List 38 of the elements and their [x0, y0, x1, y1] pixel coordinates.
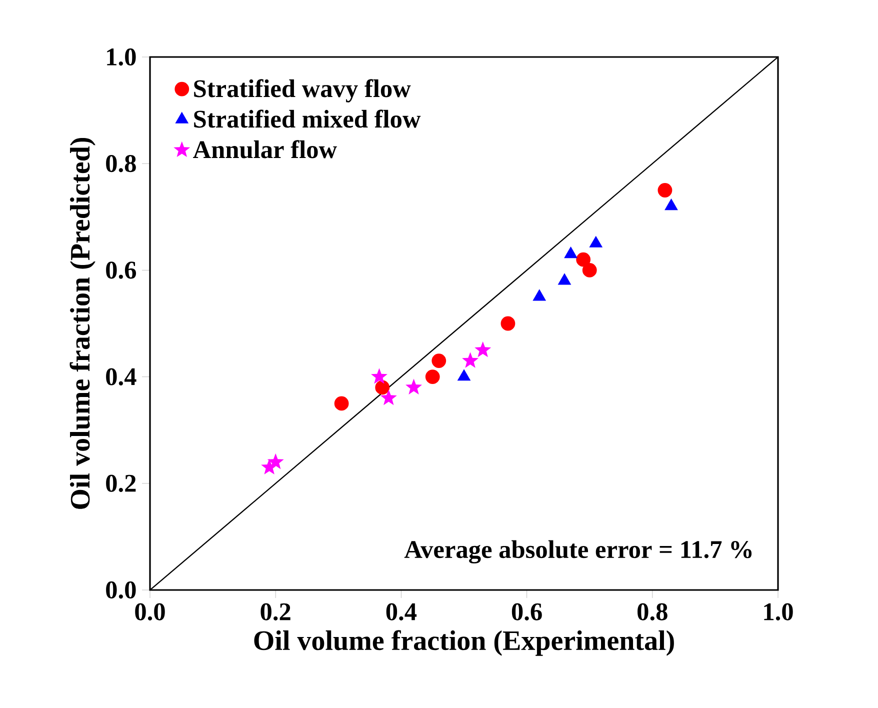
point	[380, 389, 397, 406]
point	[267, 453, 284, 470]
x-tick-label: 0.2	[260, 603, 290, 620]
point	[462, 352, 479, 368]
point	[432, 354, 446, 368]
x-tick-label: 0.8	[638, 603, 668, 620]
x-axis-title: Oil volume fraction (Experimental)	[254, 630, 674, 656]
point	[474, 341, 492, 358]
annotation: Average absolute error = 11.7 %	[404, 540, 752, 564]
point	[370, 368, 388, 384]
point	[658, 183, 672, 198]
y-tick-label: 0.4	[106, 368, 136, 386]
point	[500, 316, 516, 331]
x-tick-label: 0.6	[512, 603, 542, 620]
point	[406, 378, 422, 394]
y-tick-label: 0.0	[106, 581, 136, 599]
x-tick-label: 0.0	[135, 603, 165, 620]
point	[664, 199, 678, 210]
point	[582, 263, 597, 278]
point	[590, 236, 602, 248]
point	[458, 370, 470, 381]
point	[564, 247, 578, 258]
legend-label: Stratified mixed flow	[194, 110, 421, 128]
point	[375, 380, 390, 395]
y-tick-label: 0.2	[106, 474, 136, 492]
point	[533, 290, 546, 301]
y-tick-label: 0.8	[106, 155, 136, 172]
y-axis-title: Oil volume fraction (Predicted)	[70, 138, 96, 509]
legend-label: Annular flow	[193, 140, 337, 158]
y-tick-label: 1.0	[107, 48, 136, 66]
point	[334, 396, 349, 411]
legend-label: Stratified wavy flow	[194, 79, 411, 102]
y-tick-label: 0.6	[106, 262, 136, 279]
x-tick-label: 1.0	[764, 603, 793, 620]
point	[425, 370, 440, 384]
x-tick-label: 0.4	[386, 603, 417, 620]
point	[558, 274, 571, 285]
point	[576, 252, 591, 267]
